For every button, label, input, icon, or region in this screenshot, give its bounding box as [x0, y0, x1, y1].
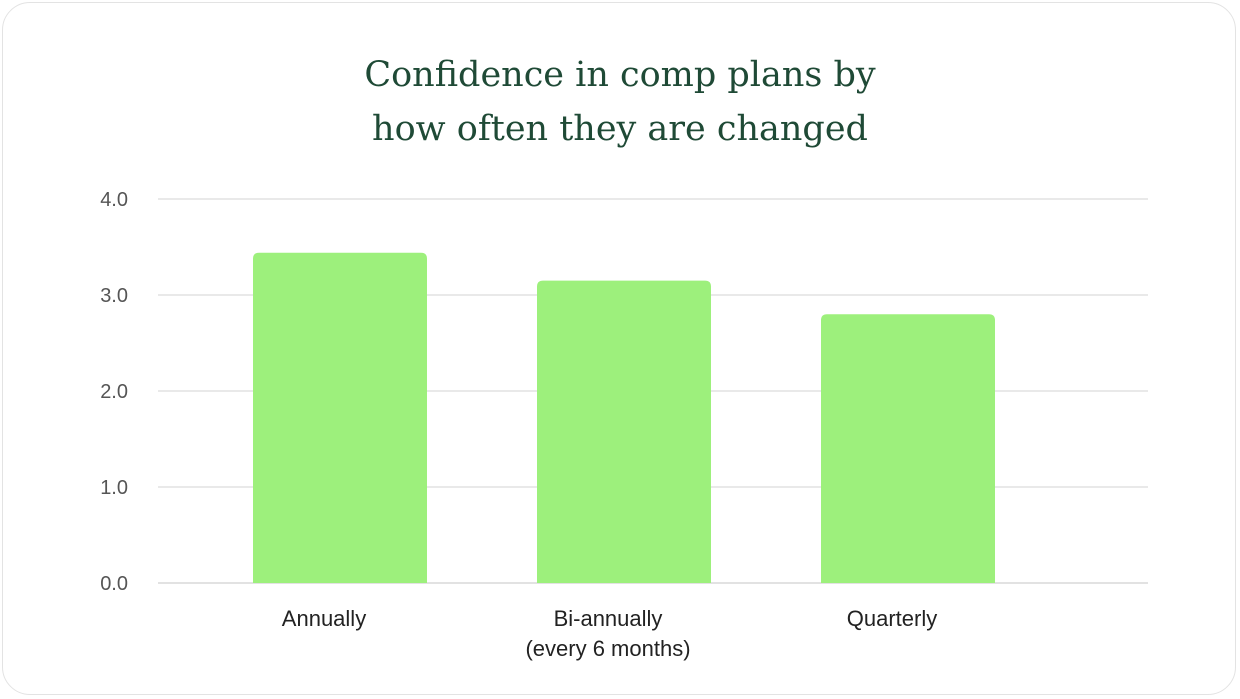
- x-category-label-1-line-1: (every 6 months): [525, 636, 690, 661]
- y-tick-label-1: 1.0: [100, 477, 128, 499]
- bars: [253, 252, 995, 583]
- bar-2: [821, 314, 995, 583]
- x-axis-category-labels: Annually Bi-annually (every 6 months) Quart…: [282, 606, 937, 661]
- chart-title: Confidence in comp plans by how often th…: [0, 48, 1240, 156]
- y-tick-label-2: 2.0: [100, 381, 128, 403]
- chart-title-line-2: how often they are changed: [372, 109, 868, 149]
- bar-1: [537, 280, 711, 583]
- bar-0: [253, 252, 427, 583]
- y-tick-label-3: 3.0: [100, 285, 128, 307]
- y-tick-label-4: 4.0: [100, 189, 128, 211]
- x-category-label-0-line-0: Annually: [282, 606, 366, 631]
- y-tick-label-0: 0.0: [100, 573, 128, 595]
- x-category-label-1-line-0: Bi-annually: [554, 606, 663, 631]
- y-axis-tick-labels: 0.0 1.0 2.0 3.0 4.0: [100, 189, 128, 595]
- x-category-label-2-line-0: Quarterly: [847, 606, 937, 631]
- chart-title-line-1: Confidence in comp plans by: [364, 55, 876, 95]
